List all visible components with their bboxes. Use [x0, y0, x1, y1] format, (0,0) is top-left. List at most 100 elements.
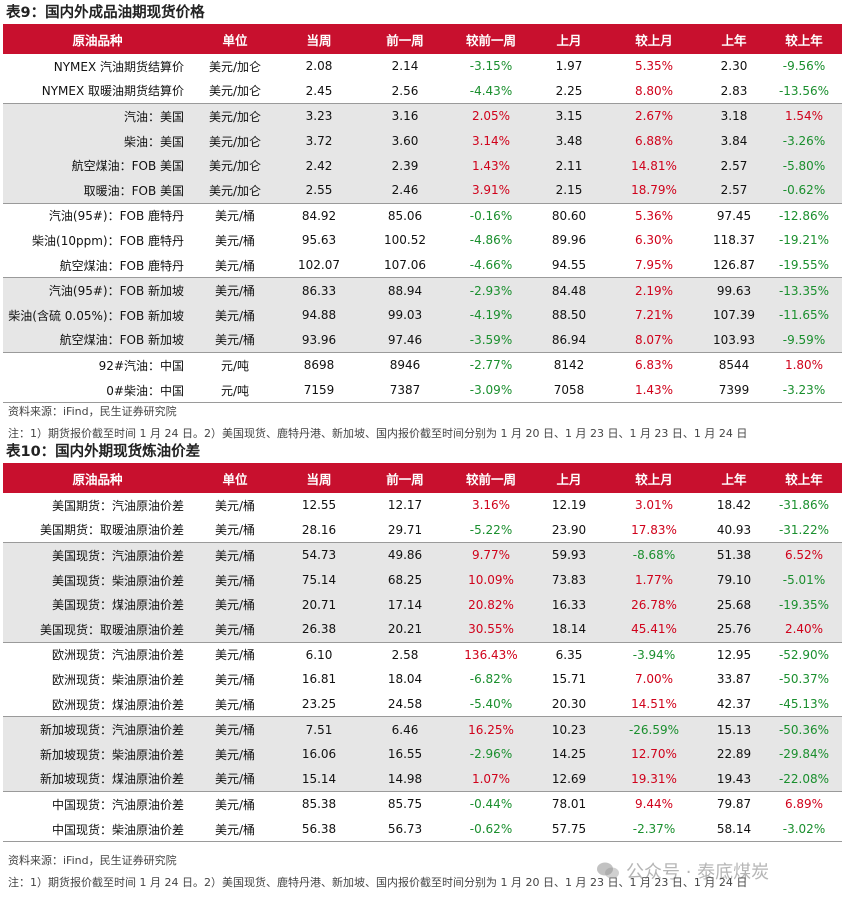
table-row: 中国现货：汽油原油价差 美元/桶 85.38 85.75 -0.44% 78.01 9.44… [3, 791, 842, 817]
table-row: 汽油：美国 美元/加仑 3.23 3.16 2.05% 3.15 2.67% 3.18 1.54… [3, 103, 842, 129]
cell-last-month: 1.97 [555, 59, 583, 74]
cell-current-week: 7159 [278, 377, 360, 404]
cell-wow-change: -3.15% [469, 59, 513, 74]
cell-wow-change: -4.43% [469, 83, 513, 98]
cell-last-year: 2.83 [720, 83, 748, 98]
cell-mom-change: 7.21% [606, 302, 702, 328]
cell-yoy-change: -52.90% [766, 641, 842, 668]
cell-mom-change: 45.41% [606, 616, 702, 643]
cell-prev-week: 16.55 [360, 741, 450, 767]
cell-prev-week: 8946 [360, 352, 450, 378]
cell-name: 汽油(95#)：FOB 鹿特丹 [3, 202, 192, 229]
cell-current-week: 28.16 [301, 522, 337, 537]
cell-prev-week: 7387 [360, 377, 450, 404]
column-header-mom-change: 较上月 [606, 24, 702, 54]
cell-unit: 美元/加仑 [192, 128, 278, 154]
cell-name: 0#柴油：中国 [3, 377, 192, 404]
cell-prev-week: 3.16 [360, 103, 450, 129]
cell-yoy-change: 6.89% [766, 791, 842, 817]
cell-last-month: 2.11 [532, 153, 606, 178]
cell-mom-change: 2.19% [606, 277, 702, 303]
cell-current-week: 16.81 [301, 672, 337, 687]
cell-yoy-change: -11.65% [766, 302, 842, 328]
column-header-mom-change: 较上月 [606, 463, 702, 493]
cell-unit: 美元/桶 [214, 498, 256, 513]
cell-wow-change: -3.09% [450, 377, 532, 404]
cell-mom-change: 14.81% [606, 153, 702, 178]
cell-mom-change: 17.83% [631, 522, 677, 537]
table-row: 新加坡现货：汽油原油价差 美元/桶 7.51 6.46 16.25% 10.23 -26.5… [3, 716, 842, 742]
cell-prev-week: 18.04 [387, 672, 423, 687]
cell-unit: 美元/桶 [192, 616, 278, 643]
column-header-unit: 单位 [192, 24, 278, 54]
cell-name: 92#汽油：中国 [3, 352, 192, 378]
column-header-wow-change: 较前一周 [450, 24, 532, 54]
cell-unit: 美元/桶 [192, 741, 278, 767]
cell-last-month: 6.35 [532, 641, 606, 668]
column-header-yoy-change: 较上年 [766, 24, 842, 54]
cell-yoy-change: -19.21% [778, 233, 830, 248]
table10-note: 注：1）期货报价截至时间 1 月 24 日。2）美国现货、鹿特丹港、新加坡、国内… [8, 876, 748, 889]
cell-prev-week: 85.75 [360, 791, 450, 817]
cell-prev-week: 100.52 [384, 233, 426, 248]
table10: 原油品种 单位 当周 前一周 较前一周 上月 较上月 上年 较上年 美国期货：汽油原油价差 美元/… [3, 463, 842, 843]
cell-unit: 美元/桶 [214, 697, 256, 712]
cell-mom-change: 8.80% [634, 83, 674, 98]
cell-last-year: 3.84 [702, 128, 766, 154]
cell-current-week: 56.38 [278, 816, 360, 843]
cell-unit: 美元/桶 [214, 233, 256, 248]
cell-name: 欧洲现货：煤油原油价差 [51, 697, 184, 712]
cell-last-year: 2.57 [702, 177, 766, 204]
table-row: 中国现货：柴油原油价差 美元/桶 56.38 56.73 -0.62% 57.75 -2.3… [3, 816, 842, 843]
cell-mom-change: 26.78% [606, 592, 702, 617]
cell-last-year: 8544 [702, 352, 766, 378]
cell-prev-week: 3.60 [360, 128, 450, 154]
table9-source: 资料来源：iFind，民生证券研究院 [8, 405, 177, 418]
cell-current-week: 93.96 [278, 327, 360, 353]
cell-prev-week: 24.58 [387, 697, 423, 712]
table10-title: 表10：国内外期现货炼油价差 [6, 444, 201, 460]
cell-current-week: 7.51 [278, 716, 360, 742]
cell-current-week: 3.23 [278, 103, 360, 129]
cell-unit: 美元/加仑 [192, 153, 278, 178]
cell-name: 航空煤油：FOB 美国 [3, 153, 192, 178]
cell-name: 美国现货：取暖油原油价差 [3, 616, 192, 643]
cell-mom-change: 18.79% [606, 177, 702, 204]
cell-yoy-change: -22.08% [766, 766, 842, 792]
table-row: 美国期货：取暖油原油价差 美元/桶 28.16 29.71 -5.22% 23.90 17.… [3, 518, 842, 543]
cell-last-month: 12.69 [532, 766, 606, 792]
cell-prev-week: 17.14 [360, 592, 450, 617]
cell-wow-change: 1.07% [450, 766, 532, 792]
cell-mom-change: 6.88% [606, 128, 702, 154]
cell-mom-change: 5.36% [606, 202, 702, 229]
cell-prev-week: 88.94 [360, 277, 450, 303]
cell-last-year: 22.89 [702, 741, 766, 767]
cell-prev-week: 68.25 [360, 567, 450, 593]
cell-current-week: 6.10 [278, 641, 360, 668]
cell-yoy-change: -0.62% [766, 177, 842, 204]
cell-current-week: 86.33 [278, 277, 360, 303]
cell-unit: 美元/桶 [192, 277, 278, 303]
cell-last-year: 97.45 [702, 202, 766, 229]
table-row: 欧洲现货：柴油原油价差 美元/桶 16.81 18.04 -6.82% 15.71 7.00… [3, 667, 842, 692]
cell-mom-change: -8.68% [606, 542, 702, 568]
cell-last-year: 118.37 [713, 233, 755, 248]
cell-current-week: 20.71 [278, 592, 360, 617]
column-header-last-year: 上年 [702, 463, 766, 493]
cell-yoy-change: -45.13% [778, 697, 830, 712]
cell-yoy-change: -19.35% [766, 592, 842, 617]
cell-last-month: 14.25 [532, 741, 606, 767]
cell-last-month: 7058 [532, 377, 606, 404]
cell-current-week: 8698 [278, 352, 360, 378]
cell-name: 航空煤油：FOB 鹿特丹 [59, 258, 184, 273]
cell-yoy-change: -31.86% [778, 498, 830, 513]
cell-mom-change: -3.94% [606, 641, 702, 668]
cell-name: 新加坡现货：煤油原油价差 [3, 766, 192, 792]
cell-wow-change: 10.09% [450, 567, 532, 593]
cell-name: 汽油：美国 [3, 103, 192, 129]
cell-last-month: 12.19 [551, 498, 587, 513]
cell-yoy-change: -50.36% [766, 716, 842, 742]
cell-unit: 美元/桶 [192, 302, 278, 328]
cell-last-year: 12.95 [702, 641, 766, 668]
cell-wow-change: -5.22% [469, 522, 513, 537]
